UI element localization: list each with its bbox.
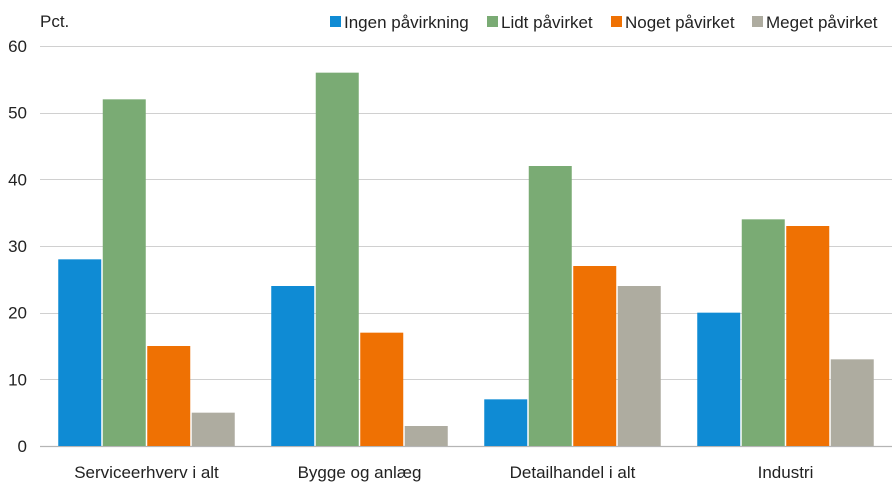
bar <box>191 412 235 446</box>
bar <box>147 346 191 446</box>
y-tick-label: 30 <box>8 237 27 256</box>
gridlines <box>40 46 892 448</box>
y-axis-unit-label: Pct. <box>40 12 69 31</box>
bar <box>315 72 359 447</box>
legend-swatch <box>330 16 341 27</box>
bar <box>404 426 448 446</box>
legend-swatch <box>487 16 498 27</box>
bar <box>484 399 528 446</box>
x-axis-labels: Serviceerhverv i alt Bygge og anlæg Detail… <box>74 463 813 482</box>
y-tick-label: 0 <box>18 437 27 456</box>
x-category-label: Industri <box>758 463 814 482</box>
x-category-label: Detailhandel i alt <box>510 463 636 482</box>
legend-label: Noget påvirket <box>625 13 735 32</box>
bar <box>741 219 785 446</box>
y-tick-label: 10 <box>8 370 27 389</box>
bar <box>58 259 102 446</box>
bar <box>786 226 830 446</box>
bar <box>617 286 661 446</box>
bar <box>102 99 146 446</box>
y-tick-label: 60 <box>8 37 27 56</box>
bar <box>271 286 315 446</box>
bar <box>360 332 404 446</box>
y-tick-label: 40 <box>8 170 27 189</box>
bar <box>830 359 874 446</box>
y-tick-label: 50 <box>8 104 27 123</box>
legend-label: Meget påvirket <box>766 13 878 32</box>
legend-label: Ingen påvirkning <box>344 13 469 32</box>
bar <box>573 266 617 446</box>
y-axis-ticks: 0 10 20 30 40 50 60 <box>8 37 27 456</box>
bars <box>58 72 874 447</box>
bar <box>697 312 741 446</box>
legend-swatch <box>611 16 622 27</box>
x-category-label: Bygge og anlæg <box>298 463 422 482</box>
legend-label: Lidt påvirket <box>501 13 593 32</box>
y-tick-label: 20 <box>8 304 27 323</box>
legend: Ingen påvirkning Lidt påvirket Noget påvir… <box>330 13 878 32</box>
legend-swatch <box>752 16 763 27</box>
bar <box>528 166 572 446</box>
x-category-label: Serviceerhverv i alt <box>74 463 219 482</box>
